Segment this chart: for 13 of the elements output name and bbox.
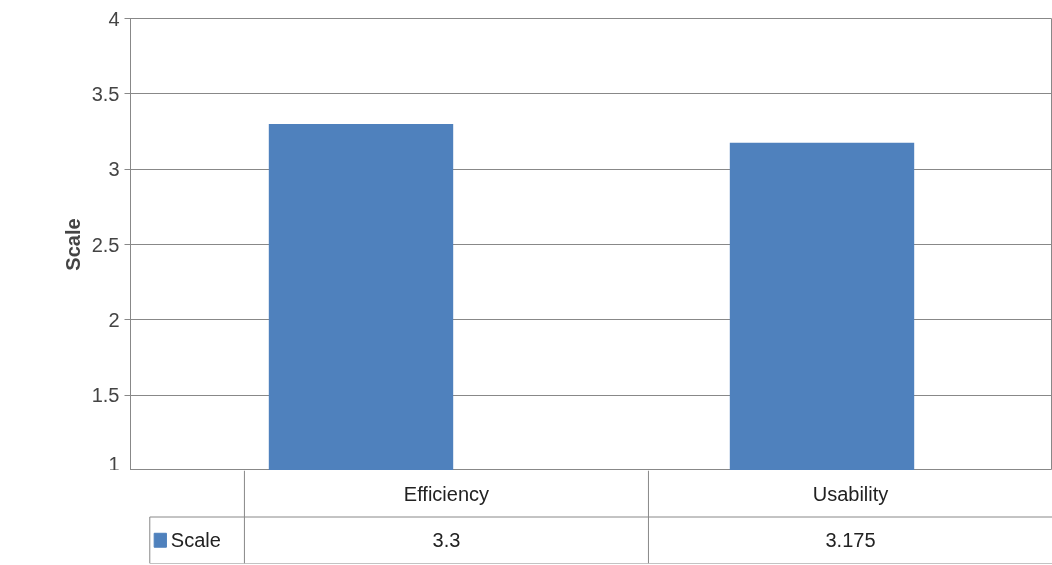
y-tick-label: 1.5	[91, 384, 120, 407]
y-axis-title: Scale	[61, 218, 84, 271]
data-label: 3.175	[825, 529, 876, 552]
y-tick-label: 4	[108, 7, 120, 30]
data-label: 3.3	[432, 529, 461, 552]
x-tick-label: Usability	[812, 482, 889, 505]
y-tick-label: 3.5	[91, 82, 120, 105]
y-tick-label: 2.5	[91, 233, 120, 256]
y-tick-label: 2	[108, 308, 120, 331]
y-tick-label: 3	[108, 158, 120, 181]
legend-label: Scale	[170, 529, 221, 552]
y-tick-label: 1	[108, 452, 120, 475]
x-tick-label: Efficiency	[403, 482, 490, 505]
